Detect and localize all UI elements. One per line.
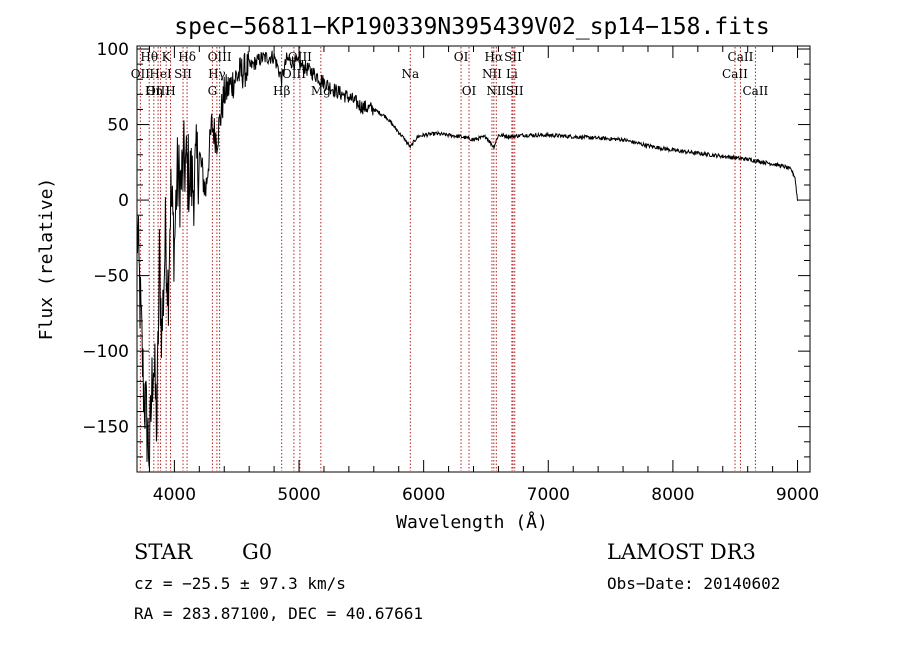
emission-line-label: Hδ: [178, 50, 196, 64]
y-axis: 100 50 0 −50 −100 −150: [82, 40, 810, 458]
survey-name: LAMOST DR3: [607, 540, 756, 564]
emission-line-label: SII: [506, 84, 524, 98]
emission-line-label: Li: [506, 67, 518, 81]
y-tick-label: 100: [97, 40, 129, 60]
emission-line-label: OII: [131, 67, 151, 81]
redshift-readout: cz = −25.5 ± 97.3 km/s: [134, 574, 346, 593]
emission-line-label: Hη: [145, 84, 163, 98]
emission-line-label: Hγ: [208, 67, 226, 81]
emission-line-label: NII: [486, 84, 506, 98]
x-tick-label: 7000: [527, 485, 570, 505]
emission-line-label: OI: [462, 84, 477, 98]
emission-line-label: NII: [482, 67, 502, 81]
observation-date: Obs−Date: 20140602: [607, 574, 780, 593]
emission-line-label: OIII: [288, 50, 312, 64]
x-tick-label: 5000: [277, 485, 320, 505]
x-tick-label: 6000: [402, 485, 445, 505]
plot-frame: [136, 45, 811, 473]
emission-line-label: K: [162, 50, 172, 64]
x-axis: 4000 5000 6000 7000 8000 9000: [148, 46, 819, 505]
emission-line-label: OIII: [146, 84, 170, 98]
y-tick-label: 50: [107, 116, 129, 136]
emission-line-label: SII: [504, 50, 522, 64]
emission-line-label: Na: [401, 67, 419, 81]
x-tick-label: 9000: [776, 485, 819, 505]
emission-line-label: G: [208, 84, 218, 98]
y-tick-label: −150: [82, 418, 129, 438]
emission-line-label: OI: [454, 50, 469, 64]
x-tick-label: 8000: [651, 485, 694, 505]
emission-line-label: HeI: [149, 67, 172, 81]
emission-line-label: Hθ: [140, 50, 158, 64]
coordinates-readout: RA = 283.87100, DEC = 40.67661: [134, 604, 423, 623]
spectrum-line: [136, 50, 798, 467]
chart-title: spec−56811−KP190339N395439V02_sp14−158.f…: [174, 14, 769, 40]
emission-line-label: SII: [174, 67, 192, 81]
y-tick-label: −50: [93, 267, 129, 287]
emission-line-label: CaII: [722, 67, 748, 81]
x-axis-label: Wavelength (Å): [396, 511, 548, 533]
emission-line-label: CaII: [742, 84, 768, 98]
object-subclass: G0: [242, 540, 272, 564]
emission-line-label: CaII: [728, 50, 754, 64]
object-class: STAR: [134, 540, 193, 564]
y-axis-label: Flux (relative): [36, 178, 57, 341]
y-tick-label: −100: [82, 342, 129, 362]
x-tick-label: 4000: [153, 485, 196, 505]
emission-line-markers: [139, 47, 756, 471]
emission-line-label: OIII: [208, 50, 232, 64]
emission-line-label: Hα: [485, 50, 504, 64]
emission-line-label: OIII: [282, 67, 306, 81]
emission-line-label: H: [165, 84, 175, 98]
emission-line-label: Hβ: [273, 84, 290, 98]
y-tick-label: 0: [118, 191, 129, 211]
